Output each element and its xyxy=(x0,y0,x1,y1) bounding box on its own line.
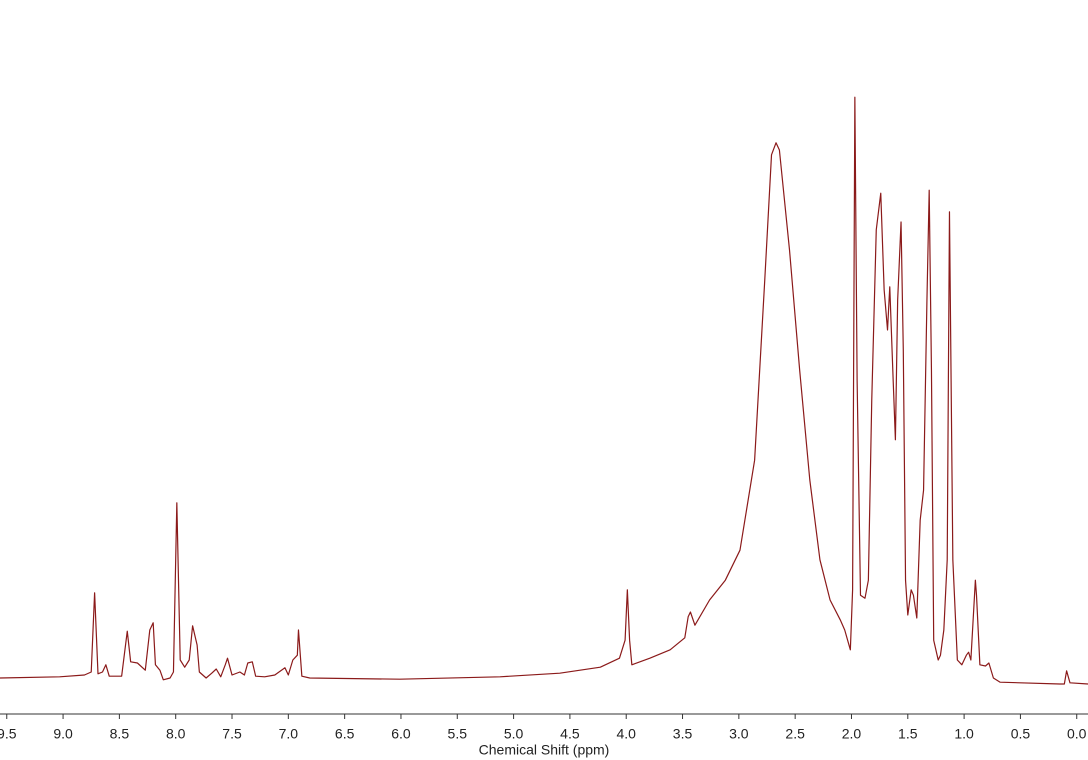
spectrum-line xyxy=(0,96,1088,685)
x-tick-label: 5.5 xyxy=(448,726,468,742)
x-tick-label: 0.5 xyxy=(1011,726,1031,742)
x-tick-label: 8.5 xyxy=(110,726,130,742)
x-tick-label: 8.0 xyxy=(166,726,186,742)
x-tick-label: 9.0 xyxy=(53,726,73,742)
x-tick-label: 4.0 xyxy=(616,726,636,742)
x-axis-title: Chemical Shift (ppm) xyxy=(479,742,610,758)
x-tick-label: 9.5 xyxy=(0,726,17,742)
x-tick-label: 7.5 xyxy=(222,726,242,742)
x-tick-label: 2.5 xyxy=(785,726,805,742)
x-tick-label: 3.0 xyxy=(729,726,749,742)
x-tick-label: 1.5 xyxy=(898,726,918,742)
x-tick-label: 4.5 xyxy=(560,726,580,742)
x-tick-label: 6.5 xyxy=(335,726,355,742)
x-tick-label: 0.0 xyxy=(1067,726,1087,742)
x-tick-label: 5.0 xyxy=(504,726,524,742)
x-tick-label: 7.0 xyxy=(279,726,299,742)
x-tick-label: 1.0 xyxy=(954,726,974,742)
x-tick-label: 2.0 xyxy=(842,726,862,742)
x-tick-label: 3.5 xyxy=(673,726,693,742)
x-tick-label: 6.0 xyxy=(391,726,411,742)
